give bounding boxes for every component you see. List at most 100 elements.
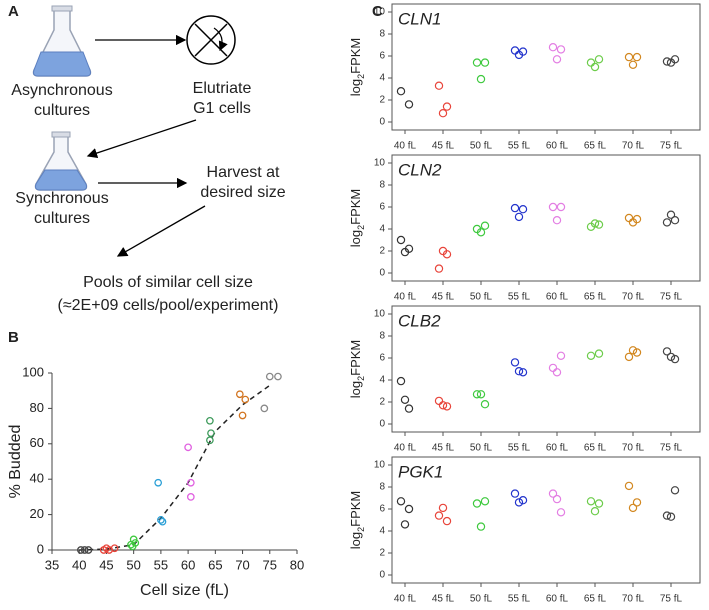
point xyxy=(586,497,596,506)
point xyxy=(265,372,274,381)
point xyxy=(480,221,490,230)
y-tick-label: 4 xyxy=(379,526,385,537)
point xyxy=(438,246,448,256)
y-axis-label-part: log xyxy=(348,381,363,398)
panel-label: C xyxy=(372,3,383,20)
x-tick-label: 50 fL xyxy=(470,443,493,454)
point xyxy=(476,522,486,531)
y-axis-label-part: log xyxy=(348,532,363,549)
y-tick-label: 0 xyxy=(379,570,385,581)
point xyxy=(184,443,192,452)
x-tick-label: 70 fL xyxy=(622,292,645,303)
point xyxy=(628,218,638,227)
point xyxy=(552,494,562,504)
y-tick-label: 10 xyxy=(374,7,386,18)
x-tick-label: 55 fL xyxy=(508,141,531,152)
y-tick-label: 0 xyxy=(379,268,385,279)
point xyxy=(128,542,137,551)
x-tick-label: 55 fL xyxy=(508,443,531,454)
x-tick-label: 40 fL xyxy=(394,141,417,152)
point xyxy=(628,346,638,355)
point xyxy=(514,498,524,507)
x-tick-label: 75 fL xyxy=(660,594,683,605)
plot-frame xyxy=(391,3,701,131)
point xyxy=(434,264,444,273)
y-tick-label: 0 xyxy=(379,117,385,128)
x-tick-label: 70 fL xyxy=(622,443,645,454)
y-axis-label-part: 2 xyxy=(356,527,366,532)
point xyxy=(235,390,244,399)
point xyxy=(77,546,85,554)
y-tick-label: 8 xyxy=(379,29,385,40)
y-tick-label: 8 xyxy=(379,180,385,191)
y-axis-label-part: FPKM xyxy=(348,38,363,74)
x-tick-label: 45 fL xyxy=(432,443,455,454)
point xyxy=(556,351,566,360)
y-axis-label: log2FPKM xyxy=(348,340,366,399)
point xyxy=(400,395,410,404)
point xyxy=(628,503,638,513)
point xyxy=(594,220,604,229)
x-tick-label: 75 fL xyxy=(660,443,683,454)
x-tick-label: 70 xyxy=(235,557,249,572)
x-tick-label: 65 xyxy=(208,557,222,572)
x-tick-label: 55 fL xyxy=(508,594,531,605)
y-axis-label: log2FPKM xyxy=(348,491,366,550)
point xyxy=(518,368,528,377)
y-tick-label: 2 xyxy=(379,246,385,257)
x-tick-label: 75 xyxy=(263,557,277,572)
elutriator xyxy=(186,15,236,65)
point xyxy=(518,496,528,505)
y-tick-label: 6 xyxy=(379,353,385,364)
point xyxy=(632,52,642,62)
point xyxy=(396,376,406,386)
y-tick-label: 80 xyxy=(30,400,44,415)
point xyxy=(670,215,680,225)
x-tick-label: 65 fL xyxy=(584,443,607,454)
arrow xyxy=(86,119,197,159)
point xyxy=(594,349,604,358)
gene-title: CLN2 xyxy=(398,160,442,179)
y-tick-label: 2 xyxy=(379,397,385,408)
y-tick-label: 4 xyxy=(379,73,385,84)
plot-frame xyxy=(391,456,701,584)
point xyxy=(207,429,215,438)
point xyxy=(510,203,520,213)
y-axis-label: % Budded xyxy=(7,425,24,499)
x-tick-label: 55 xyxy=(154,557,168,572)
point xyxy=(670,354,680,364)
point xyxy=(400,520,410,529)
x-tick-label: 60 xyxy=(181,557,195,572)
point xyxy=(206,416,214,425)
point xyxy=(632,498,642,507)
point xyxy=(158,517,167,526)
y-tick-label: 6 xyxy=(379,504,385,515)
y-axis-label: log2FPKM xyxy=(348,189,366,248)
point xyxy=(238,411,247,420)
point xyxy=(670,486,680,495)
y-tick-label: 10 xyxy=(374,309,386,320)
y-tick-label: 2 xyxy=(379,548,385,559)
step-label: desired size xyxy=(200,184,285,201)
point xyxy=(241,395,250,404)
gene-title: CLB2 xyxy=(398,311,441,330)
point xyxy=(666,352,676,362)
y-tick-label: 2 xyxy=(379,95,385,106)
x-tick-label: 45 xyxy=(99,557,113,572)
point xyxy=(442,402,452,411)
y-tick-label: 20 xyxy=(30,506,44,521)
point xyxy=(518,204,528,214)
panel-label: B xyxy=(8,329,19,346)
step-label: Synchronous xyxy=(15,190,108,207)
x-tick-label: 60 fL xyxy=(546,443,569,454)
y-axis-label-part: FPKM xyxy=(348,491,363,527)
step-label: cultures xyxy=(34,102,90,119)
point xyxy=(129,535,138,544)
y-axis-label-part: 2 xyxy=(356,74,366,79)
x-axis-label: Cell size (fL) xyxy=(140,582,229,599)
point xyxy=(514,367,524,376)
point xyxy=(438,503,448,513)
point xyxy=(476,228,486,237)
arrow xyxy=(116,205,206,257)
